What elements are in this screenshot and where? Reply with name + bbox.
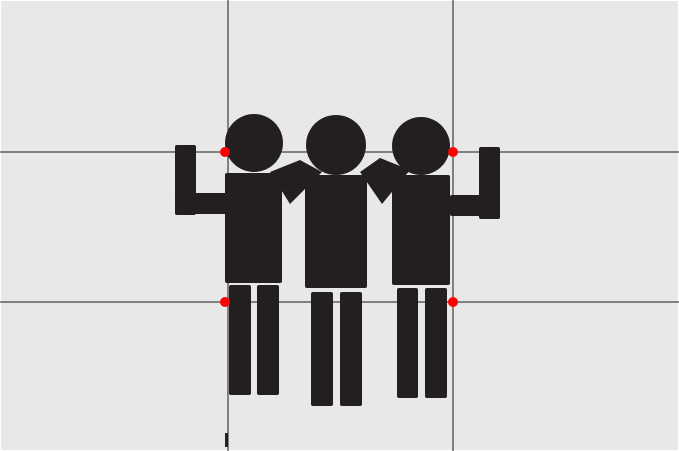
person-left-leg-right xyxy=(257,285,279,395)
person-left-upper-arm xyxy=(175,193,227,214)
people-pictogram xyxy=(175,114,500,406)
person-right-torso xyxy=(392,175,450,285)
marker-bottom-right xyxy=(448,297,458,307)
person-left-head xyxy=(225,114,283,172)
marker-top-left xyxy=(220,147,230,157)
person-left xyxy=(175,114,322,395)
marker-top-right xyxy=(448,147,458,157)
person-middle xyxy=(305,115,410,406)
marker-bottom-left xyxy=(220,297,230,307)
person-middle-leg-right xyxy=(340,292,362,406)
person-right-leg-right xyxy=(425,288,447,398)
person-right-leg-left xyxy=(397,288,418,398)
person-right-head xyxy=(392,117,450,175)
red-markers xyxy=(220,147,458,307)
bottom-tick-mark xyxy=(225,433,228,447)
person-left-arm-over-shoulder xyxy=(270,160,322,204)
person-right-upper-arm xyxy=(450,195,500,216)
person-middle-arm-over-shoulder xyxy=(360,158,410,204)
person-left-leg-left xyxy=(229,285,251,395)
person-right xyxy=(392,117,500,398)
person-left-torso xyxy=(225,173,282,283)
person-middle-head xyxy=(306,115,366,175)
person-middle-torso xyxy=(305,175,367,288)
person-middle-leg-left xyxy=(311,292,333,406)
